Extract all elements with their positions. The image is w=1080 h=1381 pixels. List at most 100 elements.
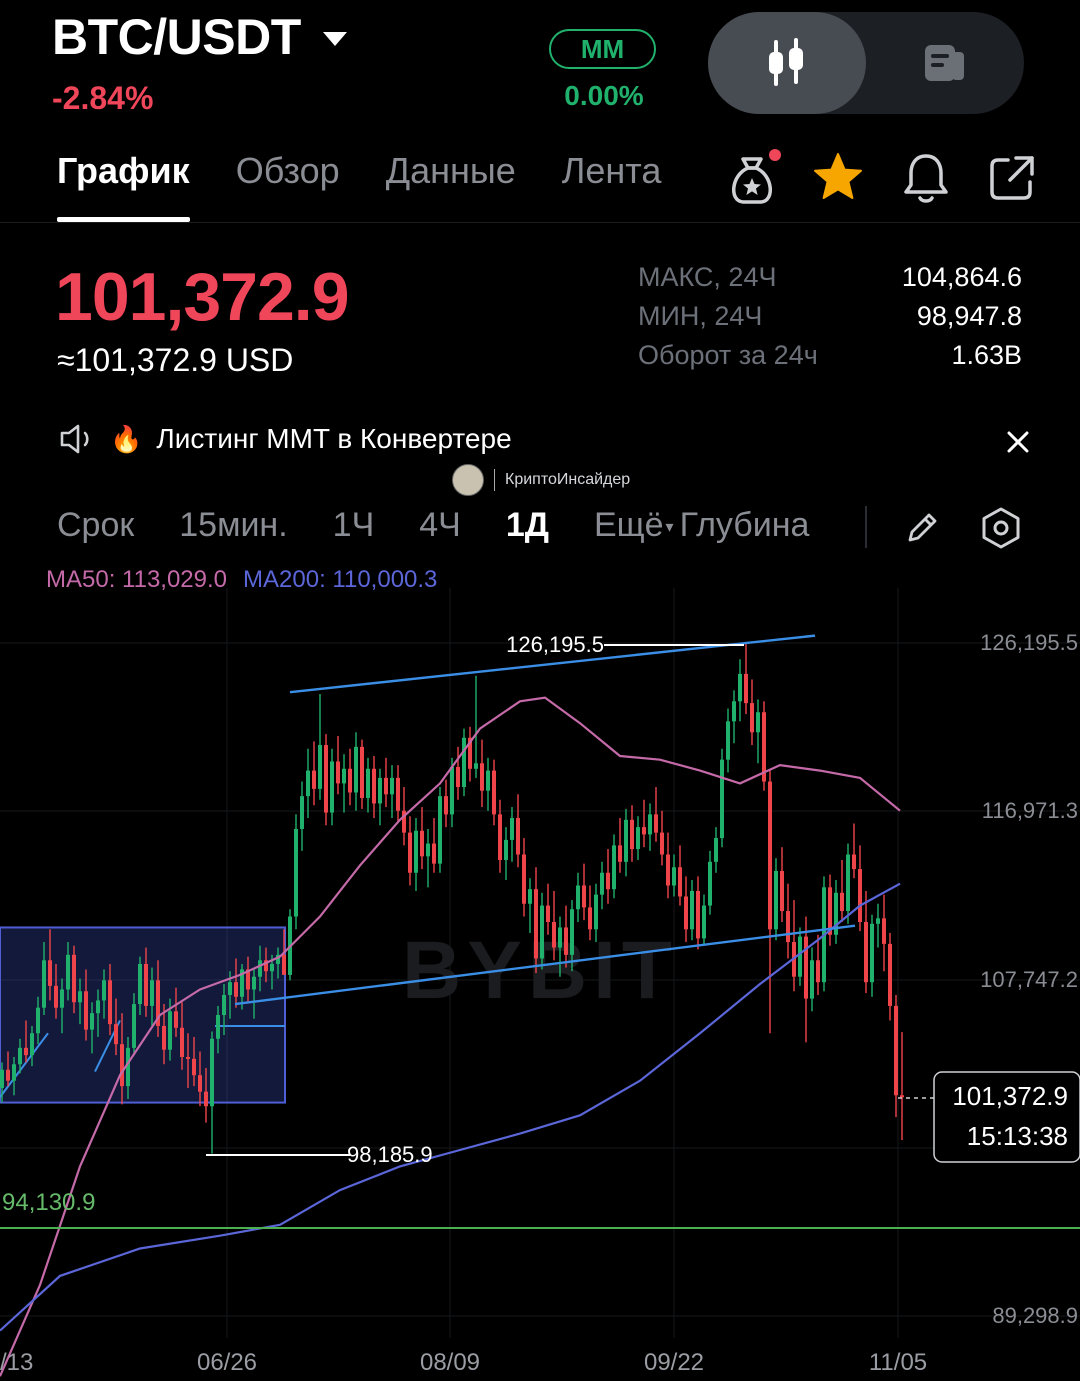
candle-body: [888, 943, 892, 1006]
candle-body: [870, 923, 874, 983]
candle-body: [192, 1058, 196, 1076]
last-price: 101,372.9: [55, 259, 350, 335]
candle-body: [180, 1027, 184, 1057]
tf-4h[interactable]: 4Ч: [419, 506, 461, 544]
candle-body: [858, 869, 862, 922]
candle-body: [432, 843, 436, 864]
candle-body: [132, 1004, 136, 1048]
fire-icon: 🔥: [110, 423, 143, 454]
tf-depth[interactable]: Глубина: [679, 506, 810, 544]
candle-body: [372, 768, 376, 804]
tf-1h[interactable]: 1Ч: [332, 506, 375, 544]
share-icon[interactable]: [982, 148, 1042, 208]
range-box: [0, 926, 286, 1104]
candle-body: [198, 1075, 202, 1092]
candle-body: [840, 892, 844, 912]
tab-feed[interactable]: Лента: [561, 150, 662, 191]
candle-body: [90, 1013, 94, 1030]
price-chart[interactable]: BYBIT 126,195.5 116,971.3 107,747.2 89,2…: [0, 588, 1080, 1381]
candle-body: [204, 1091, 208, 1107]
candle-body: [864, 921, 868, 983]
candle-body: [312, 770, 316, 789]
candlestick-icon: [769, 38, 803, 86]
candle-body: [144, 963, 148, 1006]
candle-body: [300, 796, 304, 829]
candle-body: [252, 976, 256, 990]
candle-body: [606, 872, 610, 890]
candle-body: [336, 761, 340, 784]
mm-badge[interactable]: MM: [549, 29, 656, 69]
ma-legend: MA50: 113,029.0 MA200: 110,000.3: [46, 566, 437, 594]
candle-body: [654, 814, 658, 833]
announcement-banner[interactable]: 🔥 Листинг MMT в Конвертере: [58, 422, 512, 456]
candle-body: [408, 832, 412, 873]
tf-more[interactable]: Ещё ▾: [593, 506, 674, 544]
candle-body: [582, 885, 586, 908]
candle-body: [282, 954, 286, 975]
candle-body: [258, 960, 262, 977]
info-view-button[interactable]: [866, 12, 1024, 114]
candle-body: [474, 763, 478, 769]
pencil-icon[interactable]: [902, 508, 942, 548]
rewards-bag-icon[interactable]: [722, 148, 782, 208]
tf-15m[interactable]: 15мин.: [179, 506, 288, 544]
candle-body: [798, 936, 802, 977]
stat-high-value: 104,864.6: [901, 262, 1022, 292]
candle-body: [426, 843, 430, 857]
tab-data[interactable]: Данные: [385, 150, 516, 191]
candle-body: [306, 770, 310, 797]
candle-body: [834, 892, 838, 935]
y-tick: 116,971.3: [982, 798, 1078, 823]
favorite-star-icon[interactable]: [808, 148, 868, 208]
candle-body: [564, 927, 568, 955]
stat-high-label: МАКС, 24Ч: [638, 262, 777, 292]
candle-body: [552, 921, 556, 948]
candle-body: [420, 830, 424, 857]
candle-body: [846, 854, 850, 912]
tab-overview[interactable]: Обзор: [235, 150, 340, 191]
candle-body: [618, 845, 622, 862]
ma50-label: MA50: 113,029.0: [46, 566, 228, 593]
bell-icon[interactable]: [896, 148, 956, 208]
support-label: 94,130.9: [2, 1189, 95, 1216]
speaker-icon: [60, 424, 89, 454]
tf-term[interactable]: Срок: [57, 506, 135, 544]
y-tick: 126,195.5: [980, 630, 1078, 655]
candle-body: [234, 982, 238, 997]
candle-body: [342, 768, 346, 784]
candle-body: [876, 918, 880, 924]
candle-body: [102, 980, 106, 1001]
candle-body: [186, 1056, 190, 1059]
candle-body: [270, 963, 274, 972]
candle-body: [162, 1025, 166, 1050]
stat-low-value: 98,947.8: [916, 301, 1022, 331]
change-percent: -2.84%: [52, 80, 154, 116]
candle-body: [366, 768, 370, 798]
main-tabs: График Обзор Данные Лента: [57, 150, 662, 222]
candle-body: [84, 991, 88, 1030]
tab-chart[interactable]: График: [57, 150, 190, 222]
tf-1d[interactable]: 1Д: [505, 506, 549, 544]
candle-body: [666, 854, 670, 886]
candle-body: [468, 737, 472, 769]
trendline: [234, 924, 856, 1006]
candle-body: [210, 1038, 214, 1107]
candle-body: [72, 954, 76, 1003]
avatar: [452, 464, 484, 496]
document-icon: [925, 45, 964, 81]
candle-body: [462, 737, 466, 788]
candle-body: [696, 890, 700, 939]
view-toggle[interactable]: [708, 12, 1024, 114]
candle-body: [18, 1047, 22, 1065]
candle-view-button[interactable]: [708, 12, 866, 114]
stat-turnover-label: Оборот за 24ч: [638, 340, 818, 370]
candle-body: [558, 927, 562, 948]
close-icon[interactable]: [1000, 424, 1036, 460]
candle-body: [324, 745, 328, 813]
candle-body: [588, 907, 592, 930]
candle-body: [240, 969, 244, 997]
pair-selector[interactable]: BTC/USDT: [52, 8, 347, 66]
candle-body: [570, 909, 574, 955]
settings-hexagon-icon[interactable]: [979, 506, 1023, 550]
candle-body: [318, 745, 322, 789]
